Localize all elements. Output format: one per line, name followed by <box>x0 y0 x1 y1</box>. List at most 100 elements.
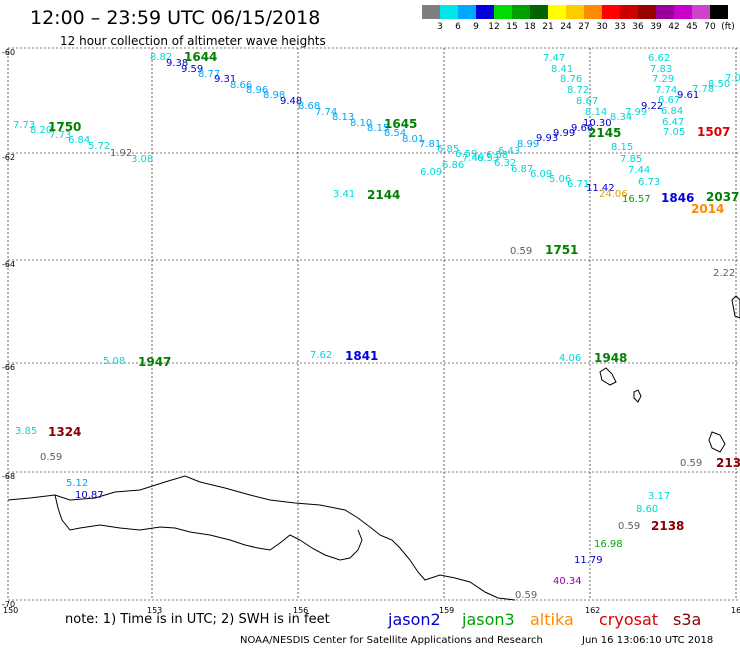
wave-height-value: 6.84 <box>661 106 683 117</box>
wave-height-value: 16.57 <box>622 194 651 205</box>
color-swatch <box>530 5 548 19</box>
wave-height-value: 3.08 <box>131 154 153 165</box>
color-swatch <box>476 5 494 19</box>
pass-time-label: 2138 <box>651 519 684 533</box>
wave-height-value: 5.08 <box>103 356 125 367</box>
legend-item-altika: altika <box>530 610 574 629</box>
wave-height-value: 3.85 <box>15 426 37 437</box>
pass-time-label: 1948 <box>594 351 627 365</box>
lat-lon-grid <box>7 47 738 601</box>
color-swatch <box>674 5 692 19</box>
wave-height-value: 8.60 <box>636 504 658 515</box>
color-scale-label: 27 <box>578 22 590 32</box>
wave-height-value: 6.43 <box>498 146 520 157</box>
island-d <box>731 295 740 319</box>
wave-height-value: 8.98 <box>263 90 285 101</box>
wave-height-value: 40.34 <box>553 576 582 587</box>
wave-height-value: 6.58 <box>486 150 508 161</box>
wave-height-value: 7.62 <box>310 350 332 361</box>
wave-height-value: 6.09 <box>530 169 552 180</box>
color-scale-label: 18 <box>524 22 536 32</box>
color-swatch <box>512 5 530 19</box>
wave-height-value: 8.96 <box>246 85 268 96</box>
wave-height-value: 6.71 <box>567 179 589 190</box>
wave-height-value: 0.59 <box>515 590 537 601</box>
longitude-label: 162 <box>585 606 600 615</box>
wave-height-value: 10.87 <box>75 490 104 501</box>
color-scale-label: 36 <box>632 22 644 32</box>
wave-height-value: 9.59 <box>181 64 203 75</box>
wave-height-value: 8.67 <box>576 96 598 107</box>
color-scale-label: 3 <box>437 22 443 32</box>
wave-height-value: 4.06 <box>559 353 581 364</box>
wave-height-value: 6.73 <box>638 177 660 188</box>
color-scale-labels: 3 6 9 12 15 18 21 24 27 30 33 36 39 42 45 70 (ft) <box>422 22 735 34</box>
wave-height-value: 6.53 <box>477 153 499 164</box>
wave-height-value: 5.06 <box>549 174 571 185</box>
wave-height-value: 8.13 <box>332 112 354 123</box>
wave-height-value: 8.15 <box>611 142 633 153</box>
color-swatch <box>494 5 512 19</box>
latitude-label: -66 <box>2 363 15 372</box>
wave-height-value: 9.22 <box>641 101 663 112</box>
island-b <box>633 389 642 403</box>
wave-height-value: 6.67 <box>658 95 680 106</box>
color-swatch <box>656 5 674 19</box>
wave-height-value: 8.15 <box>367 123 389 134</box>
color-swatch <box>710 5 728 19</box>
wave-height-value: 5.12 <box>66 478 88 489</box>
pass-time-label: 1507 <box>697 125 730 139</box>
longitude-label: 153 <box>147 606 162 615</box>
map-subtitle: 12 hour collection of altimeter wave hei… <box>60 34 326 48</box>
wave-height-value: 7.44 <box>628 165 650 176</box>
wave-height-value: 8.01 <box>402 134 424 145</box>
color-swatch <box>458 5 476 19</box>
wave-height-value: 7.81 <box>419 139 441 150</box>
latitude-label: -60 <box>2 48 15 57</box>
wave-height-value: 7.73 <box>49 130 71 141</box>
wave-height-value: 8.34 <box>610 112 632 123</box>
longitude-label: 156 <box>293 606 308 615</box>
wave-height-value: 0.59 <box>680 458 702 469</box>
pass-time-label: 1644 <box>184 50 217 64</box>
legend-item-jason3: jason3 <box>462 610 515 629</box>
pass-time-label: 2014 <box>691 202 724 216</box>
wave-height-value: 9.31 <box>214 74 236 85</box>
wave-height-value: 2.22 <box>713 268 735 279</box>
color-scale-label: 39 <box>650 22 662 32</box>
latitude-label: -70 <box>2 600 15 609</box>
wave-height-value: 0.59 <box>618 521 640 532</box>
pass-time-label: 1645 <box>384 117 417 131</box>
wave-height-value: 8.77 <box>198 69 220 80</box>
wave-height-value: 7.85 <box>620 154 642 165</box>
color-scale-label: 24 <box>560 22 572 32</box>
wave-height-value: 6.84 <box>68 135 90 146</box>
pass-time-label: 1841 <box>345 349 378 363</box>
wave-height-value: 8.72 <box>567 85 589 96</box>
color-scale-label: 45 <box>686 22 698 32</box>
wave-height-value: 7.73 <box>13 120 35 131</box>
wave-height-value: 7.49 <box>462 153 484 164</box>
wave-height-value: 8.82 <box>150 52 172 63</box>
wave-height-value: 1.92 <box>110 148 132 159</box>
wave-height-value: 7.74 <box>315 107 337 118</box>
coastline <box>7 295 740 601</box>
wave-height-value: 6.47 <box>662 117 684 128</box>
wave-height-value: 7.0 <box>725 73 740 84</box>
color-swatch <box>584 5 602 19</box>
legend-item-s3a: s3a <box>673 610 702 629</box>
latitude-label: -64 <box>2 260 15 269</box>
wave-height-value: 6.32 <box>494 158 516 169</box>
color-scale-label: 33 <box>614 22 626 32</box>
color-scale-label: 42 <box>668 22 680 32</box>
pass-time-label: 1846 <box>661 191 694 205</box>
wave-height-value: 7.99 <box>625 107 647 118</box>
island-a <box>599 367 617 386</box>
color-scale-label: 15 <box>506 22 518 32</box>
color-scale-label: 12 <box>488 22 500 32</box>
color-scale-label: (ft) <box>721 22 735 32</box>
color-swatch <box>602 5 620 19</box>
wave-height-value: 9.66 <box>571 123 593 134</box>
longitude-label: 165 <box>731 606 740 615</box>
